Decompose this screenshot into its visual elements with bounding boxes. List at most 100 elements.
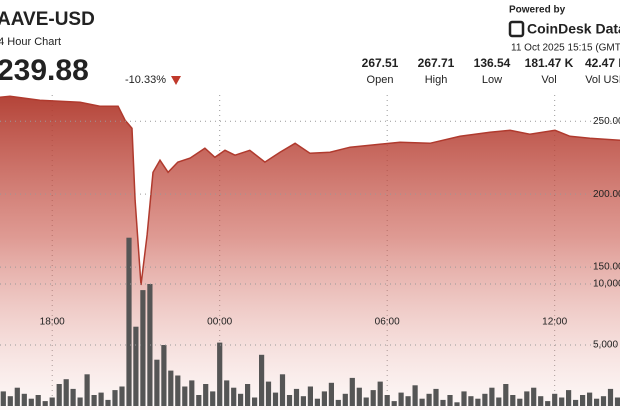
volume-bar <box>363 397 369 406</box>
volume-bar <box>133 326 139 406</box>
volume-bar <box>559 397 565 406</box>
volume-bar <box>300 396 306 406</box>
volume-bar <box>0 391 6 406</box>
volume-bar <box>224 380 230 406</box>
volume-bar <box>77 397 83 406</box>
volume-bar <box>461 391 467 406</box>
volume-bar <box>245 384 251 406</box>
brand: CoinDesk Data <box>527 21 620 37</box>
volume-bar <box>175 375 181 406</box>
volume-bar <box>21 393 27 406</box>
volume-bar <box>538 396 544 406</box>
volume-bar <box>168 370 174 406</box>
volume-bar <box>545 401 551 406</box>
volume-bar <box>203 384 209 406</box>
volume-bar <box>217 342 223 406</box>
stat-value: 42.47 K <box>585 56 620 70</box>
volume-bar <box>594 398 600 406</box>
volume-bar <box>56 384 62 406</box>
x-tick-label: 18:00 <box>40 317 65 328</box>
volume-bar <box>524 391 530 406</box>
volume-bar <box>105 399 111 406</box>
volume-bar <box>510 395 516 406</box>
price-area <box>0 96 620 410</box>
volume-bar <box>126 237 132 406</box>
volume-bar <box>196 395 202 406</box>
volume-bar <box>252 397 258 406</box>
volume-bar <box>272 392 279 406</box>
volume-bar <box>161 345 167 406</box>
volume-bar <box>14 387 20 406</box>
stat-label: Vol USD <box>585 74 620 86</box>
volume-bar <box>259 354 265 406</box>
y-tick-label: 10,000 <box>593 279 620 290</box>
volume-bar <box>475 398 481 406</box>
stat-label: Vol <box>541 74 556 86</box>
volume-bar <box>147 284 153 406</box>
volume-bar <box>182 386 188 406</box>
x-tick-label: 12:00 <box>542 317 567 328</box>
volume-bar <box>398 392 404 406</box>
volume-bar <box>419 398 425 406</box>
volume-bar <box>580 395 586 406</box>
volume-bar <box>356 387 362 406</box>
x-tick-label: 06:00 <box>375 317 400 328</box>
volume-bar <box>154 359 160 406</box>
volume-bar <box>35 395 41 406</box>
x-tick-label: 00:00 <box>207 317 232 328</box>
stat-value: 267.51 <box>362 56 399 70</box>
timestamp: 11 Oct 2025 15:15 (GMT) <box>511 43 620 54</box>
volume-bar <box>447 395 453 406</box>
stat-label: Open <box>367 74 394 86</box>
subtitle: 24 Hour Chart <box>0 36 61 48</box>
volume-bar <box>566 390 572 406</box>
stat-label: High <box>425 74 448 86</box>
volume-bar <box>412 385 418 406</box>
volume-bar <box>321 391 327 406</box>
volume-bar <box>482 393 488 406</box>
volume-bar <box>70 388 76 406</box>
change: -10.33% <box>125 74 166 86</box>
volume-bar <box>28 398 34 406</box>
volume-bar <box>265 381 272 406</box>
volume-bar <box>279 374 286 406</box>
volume-bar <box>503 384 509 406</box>
stat-label: Low <box>482 74 502 86</box>
price: 239.88 <box>0 54 89 87</box>
stat-value: 136.54 <box>474 56 511 70</box>
title: AAVE-USD <box>0 9 95 30</box>
volume-bar <box>552 393 558 406</box>
volume-bar <box>210 391 216 406</box>
volume-bar <box>614 397 620 406</box>
volume-bar <box>531 387 537 406</box>
volume-bar <box>42 401 48 406</box>
volume-bar <box>293 388 300 406</box>
volume-bar <box>489 387 495 406</box>
price-line <box>0 95 620 286</box>
volume-bar <box>433 388 439 406</box>
volume-bar <box>335 399 341 406</box>
volume-bar <box>384 395 390 406</box>
volume-bar <box>49 397 55 406</box>
volume-bar <box>314 398 320 406</box>
volume-bar <box>454 402 460 406</box>
volume-bar <box>119 386 125 406</box>
stat-value: 181.47 K <box>525 56 574 70</box>
y-tick-label: 200.00 <box>593 189 620 200</box>
volume-bar <box>573 399 579 406</box>
volume-bar <box>391 401 397 406</box>
volume-bar <box>84 374 90 406</box>
volume-bar <box>238 393 244 406</box>
volume-bar <box>370 390 376 406</box>
volume-bar <box>140 290 146 406</box>
volume-bar <box>405 396 411 406</box>
volume-bar <box>517 398 523 406</box>
powered-by: Powered by <box>509 5 566 16</box>
volume-bar <box>231 387 237 406</box>
volume-bar <box>426 393 432 406</box>
volume-bar <box>607 388 614 406</box>
volume-bar <box>342 393 348 406</box>
y-tick-label: 150.00 <box>593 262 620 273</box>
